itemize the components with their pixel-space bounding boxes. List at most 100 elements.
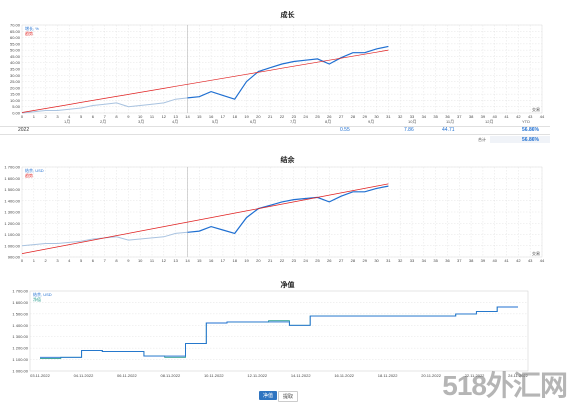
x-tick-label: 8 (115, 258, 118, 263)
x-tick-label: 11 (150, 258, 155, 263)
y-tick-label: 40.00 (10, 60, 21, 65)
x-tick-label: 27 (339, 258, 344, 263)
x-tick-label: 18 (233, 258, 238, 263)
month-label: 4月 (172, 119, 179, 124)
x-tick-label: 34 (422, 258, 427, 263)
equity-button[interactable]: 净值 (259, 391, 278, 400)
y-tick-label: 1 500.00 (12, 311, 28, 316)
x-tick-label: 14.11.2022 (291, 373, 311, 378)
x-tick-label: 2 (45, 114, 48, 119)
y-tick-label: 30.00 (10, 73, 21, 78)
x-tick-label: 25 (315, 258, 320, 263)
x-tick-label: 21 (268, 114, 273, 119)
legend-trend: 趋势 (25, 172, 33, 178)
legend-equity: 净值 (33, 296, 41, 302)
y-tick-label: 5.00 (12, 104, 21, 109)
x-tick-label: 44 (540, 114, 545, 119)
x-tick-label: 36 (445, 258, 450, 263)
x-tick-label: 04.11.2022 (74, 373, 94, 378)
x-tick-label: 16.11.2022 (334, 373, 354, 378)
y-tick-label: 1 100.00 (12, 357, 28, 362)
x-tick-label: 35 (433, 114, 438, 119)
x-tick-label: 4 (68, 258, 71, 263)
x-tick-label: 33 (410, 258, 415, 263)
x-tick-label: 12 (162, 114, 167, 119)
chart2-title: 结余 (280, 157, 295, 164)
x-tick-label: 20.11.2022 (421, 373, 441, 378)
x-tick-label: 20 (256, 114, 261, 119)
site-watermark: 518外汇网 (442, 370, 568, 401)
y-tick-label: 60.00 (10, 35, 21, 40)
x-tick-label: 10 (138, 114, 143, 119)
x-tick-label: 12 (162, 258, 167, 263)
x-tick-label: 43 (528, 258, 533, 263)
x-tick-label: 38 (469, 114, 474, 119)
chart1-title: 成长 (280, 12, 295, 19)
x-tick-label: 29 (363, 258, 368, 263)
y-tick-label: 900.00 (8, 255, 21, 260)
y-tick-label: 15.00 (10, 92, 21, 97)
month-label: 1月 (64, 119, 71, 124)
y-tick-label: 20.00 (10, 85, 21, 90)
drawdown-button[interactable]: 提取 (278, 391, 299, 402)
x-tick-label: 19 (244, 258, 249, 263)
value-may: 0.55 (340, 127, 350, 133)
x-tick-label: 23 (292, 114, 297, 119)
y-tick-label: 25.00 (10, 79, 21, 84)
x-tick-label: 43 (528, 114, 533, 119)
x-tick-label: 6 (92, 114, 95, 119)
trend-line (21, 183, 389, 254)
y-tick-label: 1 700.00 (12, 289, 28, 294)
year-row: 2022 0.55 7.86 44.71 56.86% (0, 126, 550, 135)
x-tick-label: 18.11.2022 (378, 373, 398, 378)
y-tick-label: 35.00 (10, 67, 21, 72)
x-tick-label: 3 (56, 114, 59, 119)
value-jul: 44.71 (442, 127, 455, 133)
y-tick-label: 50.00 (10, 48, 21, 53)
x-tick-label: 24 (303, 258, 308, 263)
x-tick-label: 41 (504, 258, 509, 263)
month-header-row: 1月 2月 3月 4月 5月 6月 7月 8月 9月 10月 11月 12月 YTD (0, 119, 550, 125)
x-tick-label: 42 (516, 114, 521, 119)
y-tick-label: 65.00 (10, 29, 21, 34)
x-tick-label: 26 (327, 114, 332, 119)
x-tick-label: 40 (493, 258, 498, 263)
x-tick-label: 18 (233, 114, 238, 119)
total-value: 56.86% (522, 137, 539, 143)
x-tick-label: 36 (445, 114, 450, 119)
x-tick-label: 7 (104, 114, 107, 119)
equity-line (40, 306, 518, 359)
y-tick-label: 0.00 (12, 111, 21, 116)
legend-balance: 结余, USD (33, 291, 52, 297)
x-tick-label: 1 (33, 114, 36, 119)
x-tick-label: 35 (433, 258, 438, 263)
month-label: 6月 (250, 119, 257, 124)
x-tick-label: 21 (268, 258, 273, 263)
x-tick-label: 11 (150, 114, 155, 119)
growth-chart: 70.0065.0060.0055.0050.0045.0040.0035.00… (10, 23, 545, 120)
month-label: 12月 (485, 119, 494, 124)
x-tick-label: 33 (410, 114, 415, 119)
x-tick-label: 29 (363, 114, 368, 119)
month-label: 5月 (212, 119, 219, 124)
x-tick-label: 37 (457, 114, 462, 119)
x-tick-label: 0 (21, 114, 24, 119)
month-label: 8月 (325, 119, 332, 124)
y-tick-label: 1 400.00 (4, 198, 20, 203)
x-tick-label: 31 (386, 258, 391, 263)
x-tick-label: 12.11.2022 (247, 373, 267, 378)
y-tick-label: 1 500.00 (4, 187, 20, 192)
month-label: YTD (522, 119, 530, 124)
x-tick-label: 42 (516, 258, 521, 263)
month-label: 3月 (138, 119, 145, 124)
x-tick-label: 25 (315, 114, 320, 119)
x-tick-label: 3 (56, 258, 59, 263)
x-tick-label: 16 (209, 258, 214, 263)
plot-frame (29, 290, 529, 372)
x-tick-label: 1 (33, 258, 36, 263)
year-label: 2022 (18, 127, 30, 133)
x-tick-label: 19 (244, 114, 249, 119)
y-tick-label: 1 600.00 (12, 300, 28, 305)
balance-chart: 1 700.00 1 600.00 1 500.00 1 400.00 1 300.00… (4, 165, 545, 264)
balance-line (40, 306, 518, 358)
